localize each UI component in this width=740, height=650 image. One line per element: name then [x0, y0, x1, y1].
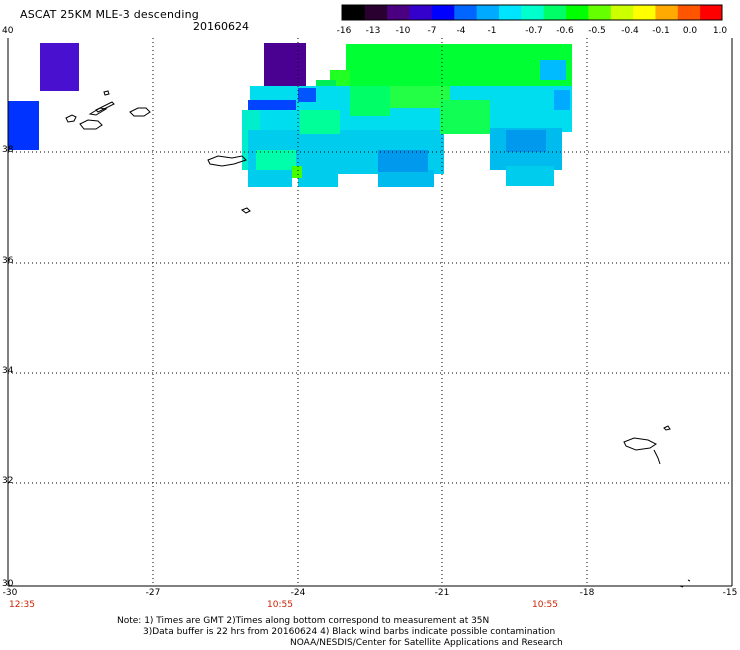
colorbar-tick: -13: [365, 26, 381, 36]
island-faial: [79, 119, 103, 130]
colorbar-segment: [632, 5, 656, 20]
note-line-2: 3)Data buffer is 22 hrs from 20160624 4)…: [143, 627, 556, 637]
colorbar-segment: [699, 5, 723, 20]
colorbar-segment: [364, 5, 388, 20]
colorbar-segment: [342, 5, 365, 20]
note-line-1: Note: 1) Times are GMT 2)Times along bot…: [117, 616, 490, 626]
islets-desertas: [653, 449, 661, 465]
coastlines: [65, 90, 691, 588]
colorbar-segment: [610, 5, 634, 20]
lat-label: 38: [2, 145, 14, 155]
lon-label: -18: [579, 588, 595, 598]
colorbar-tick: -0.6: [556, 26, 574, 36]
lat-label: 34: [2, 366, 14, 376]
colorbar-segment: [431, 5, 455, 20]
colorbar-tick: 1.0: [712, 26, 728, 36]
colorbar-segment: [498, 5, 522, 20]
colorbar-tick: -0.7: [525, 26, 543, 36]
data-layer: [8, 43, 572, 187]
colorbar: [341, 4, 723, 21]
island-sao-jorge: [95, 101, 115, 113]
colorbar-segment: [520, 5, 544, 20]
map-title: ASCAT 25KM MLE-3 descending: [20, 8, 199, 21]
cell-purple-left: [40, 43, 79, 91]
colorbar-tick: -16: [336, 26, 352, 36]
swath-green-top: [346, 44, 572, 86]
lon-label: -27: [145, 588, 161, 598]
colorbar-tick: -0.4: [621, 26, 639, 36]
time-label: 10:55: [532, 600, 558, 610]
colorbar-segment: [453, 5, 477, 20]
lat-label: 40: [2, 26, 14, 36]
colorbar-segment: [654, 5, 678, 20]
colorbar-segment: [386, 5, 410, 20]
lon-label: -15: [722, 588, 738, 598]
lat-label: 36: [2, 256, 14, 266]
lat-label: 32: [2, 476, 14, 486]
colorbar-tick: -0.5: [588, 26, 606, 36]
colorbar-tick: -10: [395, 26, 411, 36]
lat-label: 30: [2, 579, 14, 589]
colorbar-tick: -4: [456, 26, 466, 36]
lon-label: -21: [434, 588, 450, 598]
cell-blue-left: [8, 101, 39, 150]
lon-label: -30: [2, 588, 18, 598]
island-flores: [65, 114, 77, 123]
colorbar-segment: [565, 5, 589, 20]
island-porto-santo: [663, 425, 671, 431]
colorbar-segment: [587, 5, 611, 20]
note-line-3: NOAA/NESDIS/Center for Satellite Applica…: [290, 638, 563, 648]
time-label: 10:55: [267, 600, 293, 610]
colorbar-segment: [677, 5, 701, 20]
island-sao-miguel: [207, 155, 247, 167]
colorbar-segment: [409, 5, 432, 20]
map-date: 20160624: [193, 20, 249, 33]
colorbar-tick: 0.0: [682, 26, 698, 36]
grid: [8, 38, 732, 586]
colorbar-tick: -1: [487, 26, 497, 36]
time-label: 12:35: [9, 600, 35, 610]
island-madeira: [623, 437, 657, 451]
colorbar-tick: -7: [427, 26, 437, 36]
colorbar-tick: -0.1: [652, 26, 670, 36]
colorbar-segment: [543, 5, 567, 20]
lon-label: -24: [290, 588, 306, 598]
island-terceira: [129, 107, 151, 117]
cell-purple-mid: [264, 43, 306, 91]
island-graciosa: [103, 90, 110, 96]
colorbar-segment: [476, 5, 499, 20]
island-santa-maria: [240, 207, 251, 214]
